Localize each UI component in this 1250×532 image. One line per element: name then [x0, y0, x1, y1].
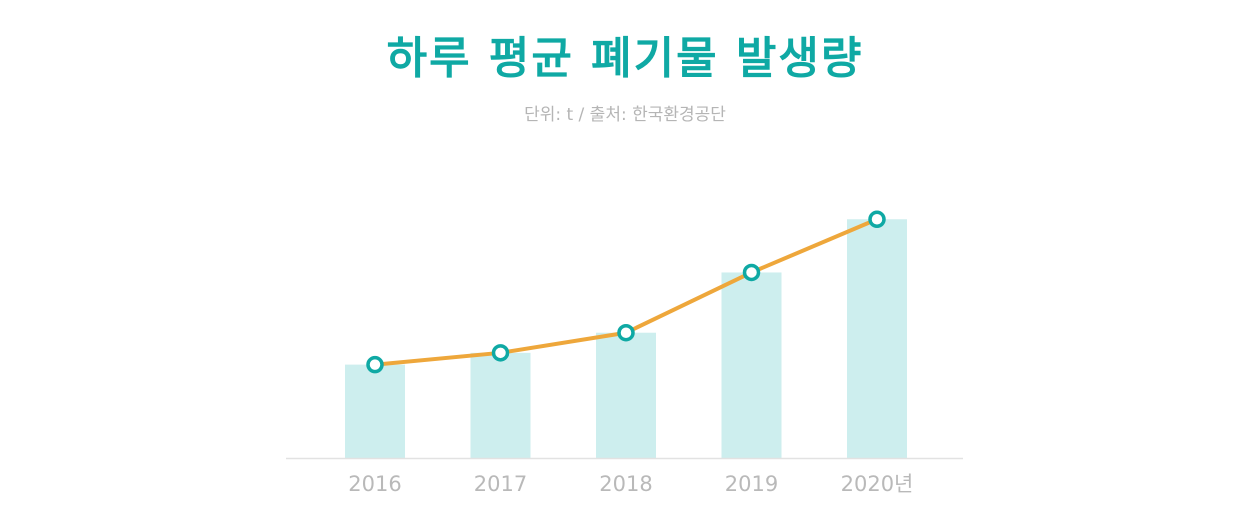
bar-2017	[470, 352, 531, 458]
chart-subtitle: 단위: t / 출처: 한국환경공단	[524, 105, 726, 125]
chart-title: 하루 평균 폐기물 발생량	[386, 33, 864, 84]
line-point-2019	[742, 263, 761, 282]
x-tick-label: 2020년	[841, 472, 914, 496]
x-tick-label: 2017	[474, 472, 527, 496]
bar-2020년	[847, 219, 907, 458]
x-tick-label: 2019	[725, 472, 778, 496]
line-point-2020년	[868, 210, 886, 229]
line-point-2018	[617, 323, 635, 342]
line-point-2016	[366, 355, 384, 374]
bar-2018	[596, 332, 656, 458]
bar-2019	[721, 272, 782, 458]
line-point-2017	[491, 344, 510, 362]
bar-2016	[345, 364, 405, 458]
x-tick-label: 2018	[599, 472, 652, 496]
x-tick-label: 2016	[348, 472, 401, 496]
